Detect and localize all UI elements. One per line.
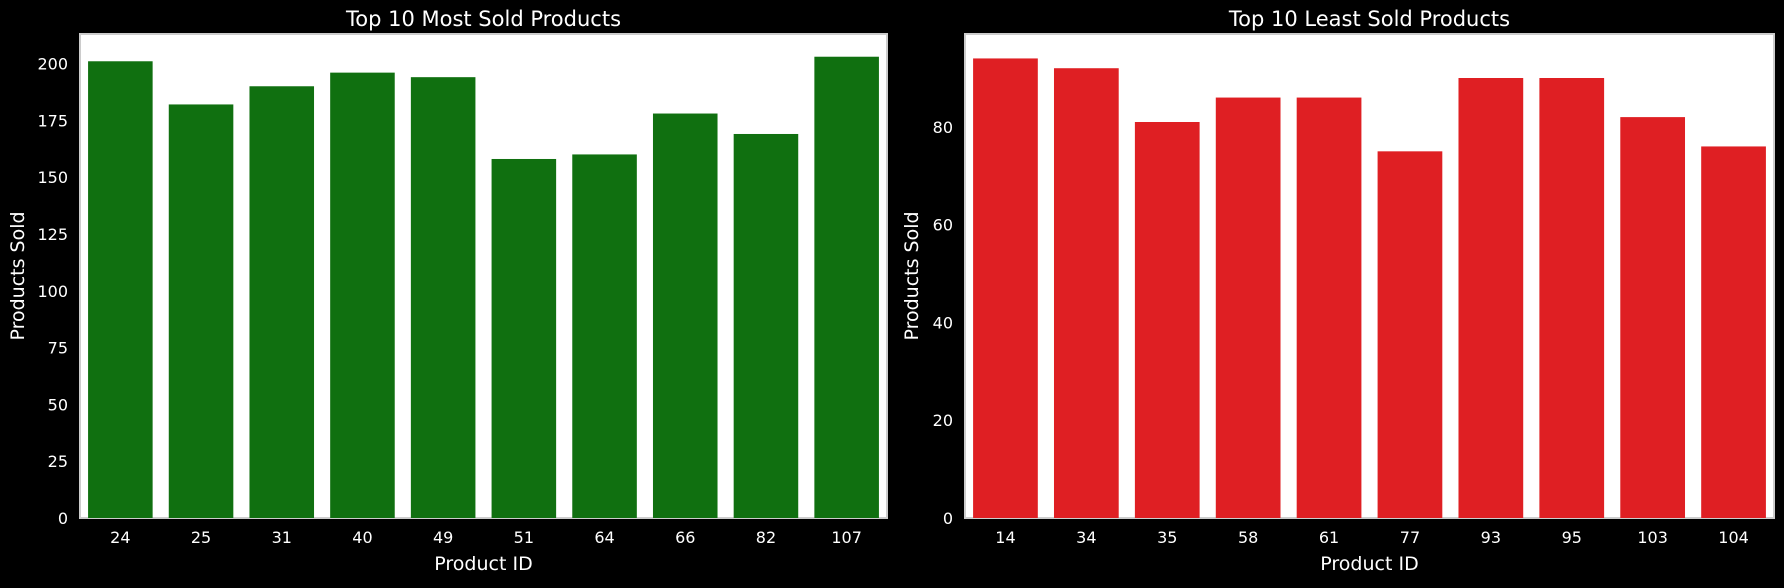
bar-31 (249, 86, 315, 518)
x-axis-ticks: 14 34 35 58 61 77 93 95 103 104 (995, 528, 1749, 547)
bar-58 (1215, 97, 1281, 518)
x-tick-label: 40 (352, 528, 372, 547)
bar-64 (572, 154, 637, 518)
x-axis-label: Product ID (434, 553, 532, 575)
x-tick-label: 77 (1400, 528, 1420, 547)
y-tick-label: 175 (37, 111, 68, 130)
bar-66 (652, 113, 718, 518)
x-axis-label: Product ID (1320, 553, 1418, 575)
x-tick-label: 82 (756, 528, 776, 547)
bar-group (973, 58, 1766, 519)
y-axis-ticks: 0 25 50 75 100 125 150 175 200 (37, 55, 68, 528)
bar-40 (330, 72, 395, 518)
most-sold-chart: Top 10 Most Sold Products 0 25 50 75 100 125 1… (7, 7, 888, 575)
least-sold-chart: Top 10 Least Sold Products 0 20 40 60 80 14 3… (901, 7, 1775, 575)
x-tick-label: 66 (675, 528, 695, 547)
y-tick-label: 75 (48, 339, 68, 358)
x-tick-label: 25 (191, 528, 211, 547)
bar-25 (168, 104, 234, 518)
y-tick-label: 150 (37, 168, 68, 187)
x-tick-label: 95 (1562, 528, 1582, 547)
bar-34 (1053, 68, 1119, 518)
bar-14 (973, 58, 1038, 518)
x-tick-label: 31 (272, 528, 292, 547)
bar-95 (1539, 78, 1605, 518)
y-tick-label: 60 (933, 216, 953, 235)
x-tick-label: 14 (995, 528, 1015, 547)
bar-group (88, 56, 879, 519)
bar-103 (1620, 117, 1686, 519)
y-tick-label: 20 (933, 411, 953, 430)
bar-51 (491, 158, 557, 519)
bar-49 (410, 77, 476, 519)
x-tick-label: 107 (831, 528, 862, 547)
x-tick-label: 103 (1637, 528, 1668, 547)
bar-24 (88, 61, 153, 519)
x-tick-label: 24 (110, 528, 130, 547)
x-tick-label: 93 (1481, 528, 1501, 547)
x-axis-ticks: 24 25 31 40 49 51 64 66 82 107 (110, 528, 862, 547)
y-tick-label: 0 (943, 509, 953, 528)
x-tick-label: 51 (514, 528, 534, 547)
bar-77 (1377, 151, 1443, 518)
bar-107 (814, 56, 879, 518)
y-tick-label: 50 (48, 395, 68, 414)
x-tick-label: 58 (1238, 528, 1258, 547)
y-tick-label: 40 (933, 313, 953, 332)
chart-title: Top 10 Most Sold Products (345, 7, 621, 31)
y-tick-label: 125 (37, 225, 68, 244)
y-tick-label: 100 (37, 282, 68, 301)
bar-35 (1134, 122, 1200, 518)
x-tick-label: 34 (1076, 528, 1096, 547)
y-tick-label: 200 (37, 55, 68, 74)
y-axis-label: Products Sold (7, 211, 29, 340)
bar-61 (1296, 97, 1362, 518)
y-tick-label: 80 (933, 118, 953, 137)
bar-104 (1701, 146, 1766, 518)
x-tick-label: 49 (433, 528, 453, 547)
x-tick-label: 35 (1157, 528, 1177, 547)
chart-title: Top 10 Least Sold Products (1228, 7, 1510, 31)
y-axis-label: Products Sold (901, 211, 923, 340)
x-tick-label: 64 (594, 528, 614, 547)
y-tick-label: 0 (58, 509, 68, 528)
y-axis-ticks: 0 20 40 60 80 (933, 118, 953, 528)
y-tick-label: 25 (48, 452, 68, 471)
bar-82 (733, 133, 799, 519)
bar-93 (1458, 78, 1524, 518)
x-tick-label: 104 (1718, 528, 1749, 547)
x-tick-label: 61 (1319, 528, 1339, 547)
